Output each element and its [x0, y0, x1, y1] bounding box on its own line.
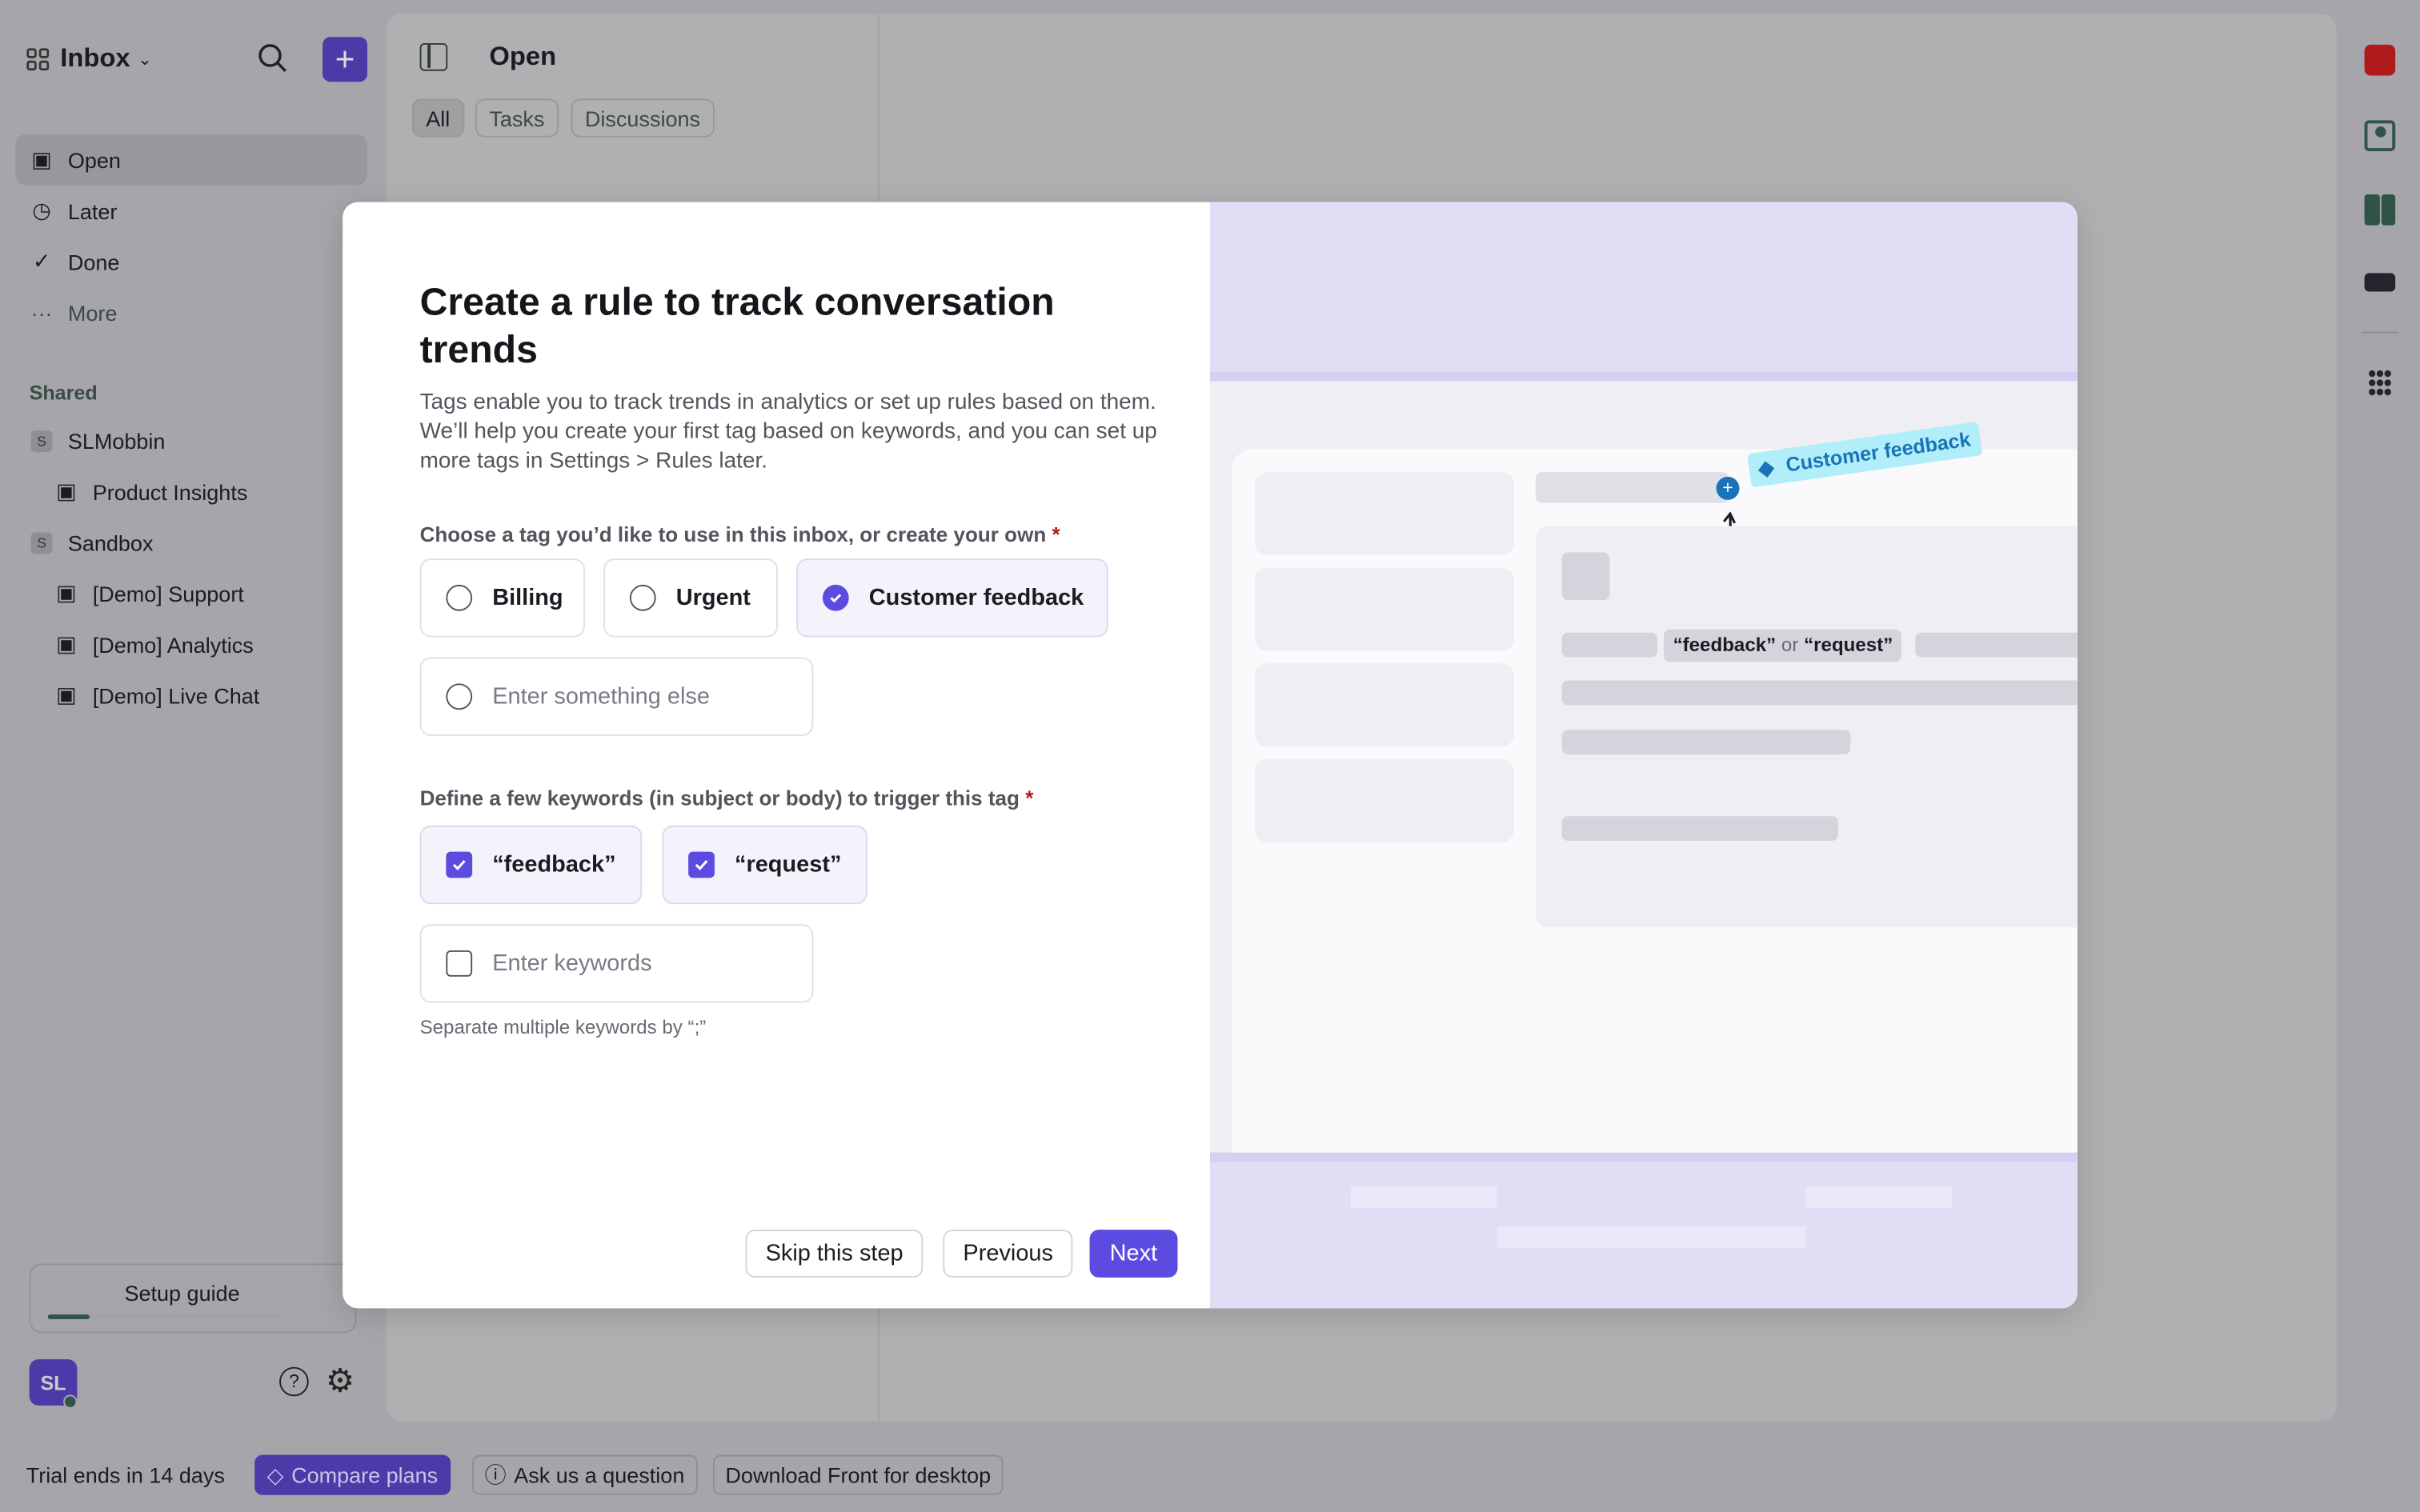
inbox-icon: ▣ — [31, 146, 52, 172]
right-rail — [2336, 0, 2420, 1435]
next-button[interactable]: Next — [1089, 1230, 1178, 1278]
checkbox-icon — [446, 950, 473, 977]
radio-checked-icon — [822, 584, 849, 611]
contacts-icon[interactable] — [2364, 120, 2396, 151]
sidebar-item-demo-support[interactable]: ▣ [Demo] Support — [15, 568, 367, 619]
radio-icon — [446, 584, 473, 611]
more-icon: ··· — [30, 300, 53, 325]
search-icon[interactable] — [258, 43, 289, 74]
ask-question-button[interactable]: ⓘ Ask us a question — [472, 1454, 697, 1495]
keywords-input[interactable]: Enter keywords — [419, 924, 814, 1003]
tag-option-customer-feedback[interactable]: Customer feedback — [796, 558, 1108, 638]
custom-tag-input[interactable]: Enter something else — [419, 657, 814, 736]
help-icon[interactable]: ? — [279, 1366, 309, 1397]
keyboard-icon[interactable] — [2364, 273, 2396, 292]
sidebar-item-product-insights[interactable]: ▣ Product Insights — [15, 466, 367, 517]
tag-label: Choose a tag you’d like to use in this i… — [419, 522, 1060, 546]
tag-option-billing[interactable]: Billing — [419, 558, 585, 638]
diamond-icon: ◇ — [266, 1462, 284, 1487]
illustration: + ◆ Customer feedback “feedback” or “requ… — [1209, 202, 2077, 1309]
settings-gear-icon[interactable]: ⚙ — [325, 1363, 355, 1400]
compare-plans-button[interactable]: ◇ Compare plans — [254, 1454, 451, 1495]
sidebar-item-open[interactable]: ▣ Open — [15, 134, 367, 186]
inbox-icon: ▣ — [56, 682, 77, 707]
team-badge: S — [30, 430, 53, 452]
keywords-hint: Separate multiple keywords by “;” — [419, 1016, 707, 1038]
keyword-request[interactable]: “request” — [662, 825, 867, 905]
inbox-switcher[interactable]: Inbox ⌄ — [26, 42, 152, 75]
sidebar-toggle-icon[interactable] — [419, 42, 448, 71]
modal-title: Create a rule to track conversation tren… — [419, 280, 1055, 372]
create-rule-modal: Create a rule to track conversation tren… — [343, 202, 2077, 1309]
illustration-keywords: “feedback” or “request” — [1663, 629, 1902, 662]
inbox-icon: ▣ — [56, 580, 77, 605]
online-status-dot — [63, 1394, 78, 1409]
sidebar-item-more[interactable]: ··· More — [30, 300, 118, 325]
tag-option-urgent[interactable]: Urgent — [603, 558, 778, 638]
radio-icon — [629, 584, 656, 611]
sidebar-item-slmobbin[interactable]: S SLMobbin — [15, 415, 367, 466]
tab-discussions[interactable]: Discussions — [571, 98, 715, 138]
shared-heading: Shared — [29, 381, 98, 405]
tab-tasks[interactable]: Tasks — [475, 98, 559, 138]
check-circle-icon: ✓ — [32, 248, 51, 274]
page-title: Open — [489, 42, 557, 71]
compose-button[interactable]: + — [323, 37, 367, 82]
skip-step-button[interactable]: Skip this step — [745, 1230, 924, 1278]
checkbox-checked-icon — [688, 851, 715, 878]
calendar-icon[interactable] — [2364, 44, 2396, 76]
clock-icon: ◷ — [32, 197, 51, 222]
knowledge-base-book-icon[interactable] — [2364, 194, 2396, 226]
sidebar-item-later[interactable]: ◷ Later — [15, 185, 367, 236]
grid-icon — [26, 47, 50, 70]
sidebar-item-sandbox[interactable]: S Sandbox — [15, 517, 367, 568]
inbox-title: Inbox — [60, 42, 130, 73]
trial-text: Trial ends in 14 days — [26, 1462, 225, 1488]
keyword-feedback[interactable]: “feedback” — [419, 825, 643, 905]
tab-all[interactable]: All — [411, 98, 464, 138]
add-tag-icon: + — [1716, 476, 1740, 500]
team-badge: S — [30, 531, 53, 554]
sidebar-item-demo-live-chat[interactable]: ▣ [Demo] Live Chat — [15, 670, 367, 721]
radio-icon — [446, 683, 473, 710]
tag-icon: ◆ — [1757, 454, 1776, 481]
rail-divider — [2361, 331, 2398, 334]
avatar[interactable]: SL — [29, 1359, 78, 1406]
previous-button[interactable]: Previous — [943, 1230, 1074, 1278]
sidebar-item-done[interactable]: ✓ Done — [15, 236, 367, 287]
download-desktop-button[interactable]: Download Front for desktop — [712, 1454, 1004, 1495]
apps-grid-icon[interactable]: ●●● ●●● ●●● — [2367, 366, 2392, 402]
sidebar-item-demo-analytics[interactable]: ▣ [Demo] Analytics — [15, 618, 367, 670]
chevron-down-icon: ⌄ — [138, 50, 153, 69]
inbox-icon: ▣ — [56, 478, 77, 503]
help-icon: ⓘ — [484, 1462, 507, 1488]
setup-progress-bar — [47, 1314, 280, 1319]
modal-description: Tags enable you to track trends in analy… — [419, 390, 1157, 474]
checkbox-checked-icon — [446, 851, 473, 878]
inbox-icon: ▣ — [56, 630, 77, 656]
keywords-label: Define a few keywords (in subject or bod… — [419, 786, 1034, 810]
setup-guide-button[interactable]: Setup guide — [29, 1263, 357, 1334]
